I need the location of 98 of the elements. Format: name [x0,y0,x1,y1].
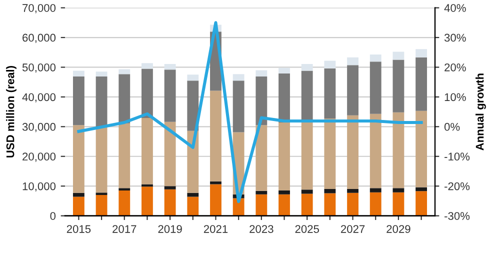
y-axis-title: USD million (real) [6,66,16,158]
y-tick-label: 20,000 [22,152,56,162]
bar [210,90,222,182]
bar [347,57,358,66]
bar [96,128,108,193]
y2-axis-title: Annual growth [476,74,486,150]
bar [164,122,176,186]
y2-tick-label: 20% [444,63,466,72]
bar [187,74,199,81]
x-tick-label: 2017 [112,225,136,233]
bar [324,60,336,68]
bar [72,125,84,193]
bar [324,68,336,119]
x-tick-label: 2029 [386,225,410,233]
bar [118,123,130,188]
bar [370,192,382,216]
bar [416,57,428,111]
bar [278,122,290,191]
x-tick-label: 2023 [250,225,274,233]
bar [118,190,130,216]
y-tick-label: 70,000 [22,4,56,14]
y2-tick-label: -20% [444,182,470,190]
bar [210,184,222,216]
bar [392,60,404,112]
bar [187,80,199,131]
bar [164,186,176,190]
bar [278,194,290,216]
bar [347,115,358,190]
y-tick-label: 40,000 [22,93,56,102]
bar [72,196,84,216]
bar [301,190,313,194]
bar [256,190,268,194]
bar [164,189,176,216]
bar [142,63,153,69]
bar [324,193,336,216]
bar [187,192,199,197]
bar [370,114,382,188]
bar [324,118,336,190]
bar [72,76,84,126]
bar [210,181,222,184]
y-tick-label: 50,000 [22,63,56,73]
x-tick-label: 2025 [295,225,319,233]
bar [278,190,290,194]
bar [187,196,199,216]
x-tick-label: 2019 [158,225,182,233]
bar [232,80,244,132]
x-tick-label: 2015 [66,225,91,233]
bar [416,191,428,216]
bar [392,112,404,188]
bar [118,74,130,124]
y-tick-label: 30,000 [22,122,56,132]
bar [96,72,108,76]
bar [347,192,358,216]
bar [370,54,382,62]
bar [256,125,268,191]
y-tick-label: 10,000 [22,182,56,192]
bar [416,187,428,192]
bar [392,188,404,192]
bar [347,189,358,193]
bar [96,76,108,128]
bar [164,64,176,70]
y2-tick-label: 0% [444,122,460,131]
bar [416,49,428,58]
y2-tick-label: 40% [444,4,466,12]
y-tick-label: 60,000 [22,34,56,43]
bar [142,118,153,184]
bar [232,74,244,81]
x-tick-label: 2027 [340,225,365,233]
bar [118,69,130,74]
bar [301,122,313,190]
bar [142,68,153,118]
bar [392,52,404,60]
y-tick-label: 0 [50,212,56,220]
bar [370,62,382,114]
y2-tick-label: -10% [444,152,470,161]
bar [278,73,290,122]
bar [142,186,153,216]
bar [370,188,382,192]
bar [416,110,428,188]
y2-tick-label: -30% [444,212,470,220]
y2-tick-label: 10% [444,93,466,102]
bar [392,192,404,216]
bar [256,70,268,76]
bar [324,189,336,194]
bar [256,194,268,216]
bar [301,194,313,216]
x-tick-label: 2021 [204,225,228,233]
y2-tick-label: 30% [444,34,466,42]
bar [72,192,84,197]
line-series [77,21,423,204]
bar [347,65,358,116]
bar [278,68,290,74]
bar [118,188,130,191]
bar [301,64,313,71]
bar [72,70,84,76]
bar [96,195,108,216]
bar [256,76,268,126]
bar [164,70,176,122]
